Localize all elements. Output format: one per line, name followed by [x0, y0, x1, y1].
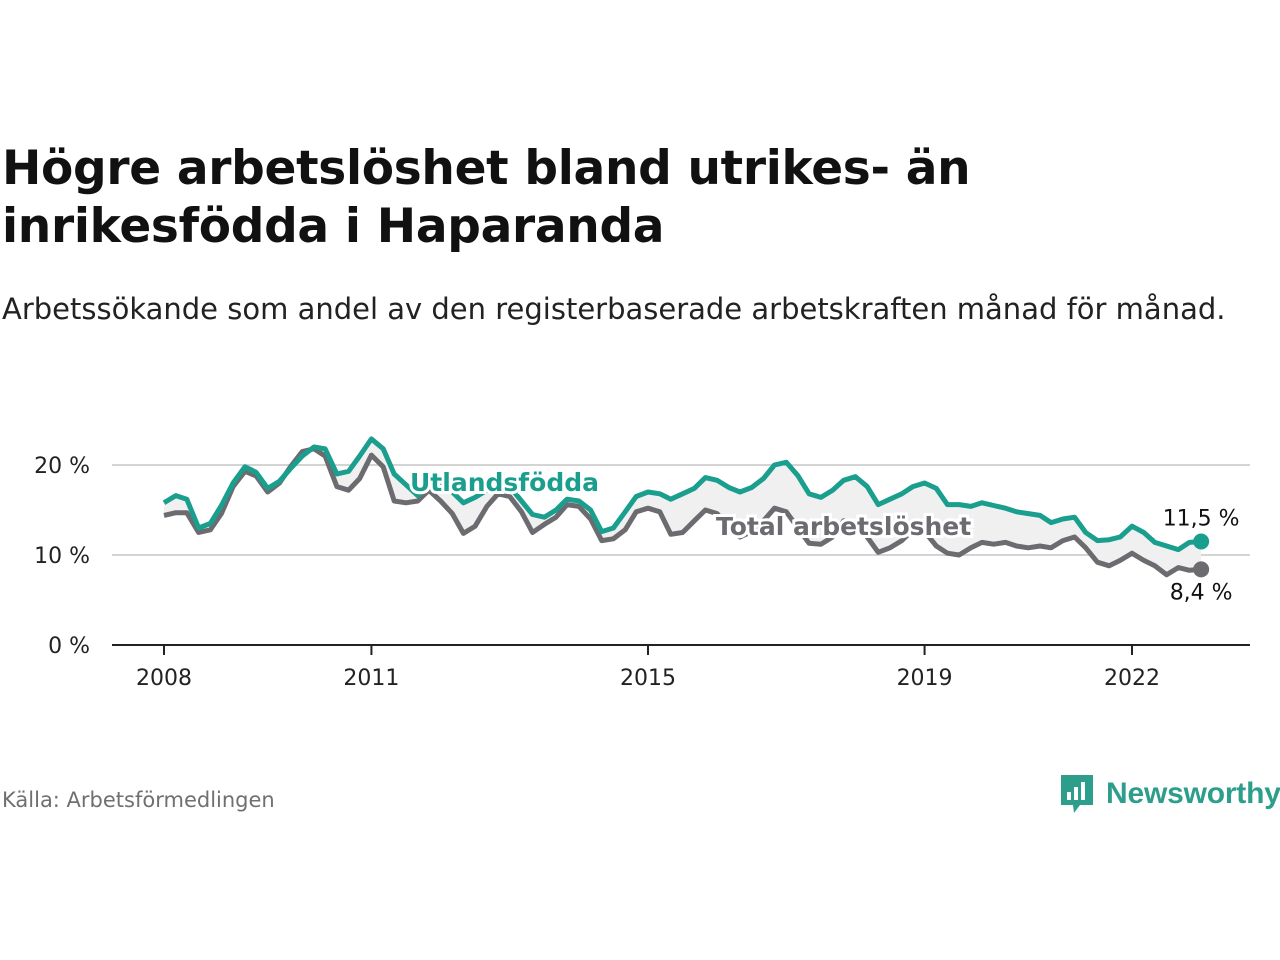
series-label-total: Total arbetslöshet	[716, 512, 971, 541]
y-tick-label: 20 %	[34, 454, 90, 479]
series-end-dot-foreign-born	[1193, 533, 1210, 550]
x-tick-label: 2019	[897, 666, 953, 691]
y-tick-label: 0 %	[48, 634, 90, 659]
series-line-foreign-born	[162, 436, 1202, 553]
x-tick-label: 2022	[1104, 666, 1160, 691]
newsworthy-logo-icon	[1061, 775, 1093, 813]
end-value-label-foreign-born: 11,5 %	[1163, 507, 1240, 532]
end-value-label-total: 8,4 %	[1170, 580, 1233, 605]
y-tick-label: 10 %	[34, 544, 90, 569]
chart-title: Högre arbetslöshet bland utrikes- än inr…	[2, 141, 971, 254]
x-tick-label: 2011	[343, 666, 399, 691]
brand-logo: Newsworthy	[1058, 772, 1280, 816]
axis-ticks: 0 % 10 % 20 % 2008 2011 2015 2019 2022	[34, 454, 1160, 691]
gridlines	[112, 464, 1250, 556]
gap-fill-area	[164, 438, 1202, 575]
series-end-dot-total	[1193, 561, 1210, 578]
line-chart: 0 % 10 % 20 % 2008 2011 2015 2019 2022 Utlandsf…	[34, 436, 1250, 691]
x-tick-label: 2015	[620, 666, 676, 691]
series-label-foreign-born: Utlandsfödda	[410, 468, 599, 497]
source-note: Källa: Arbetsförmedlingen	[2, 788, 275, 812]
chart-subtitle: Arbetssökande som andel av den registerb…	[2, 292, 1226, 326]
series-line-total	[163, 446, 1202, 578]
brand-name: Newsworthy	[1106, 777, 1280, 810]
x-tick-label: 2008	[136, 666, 192, 691]
